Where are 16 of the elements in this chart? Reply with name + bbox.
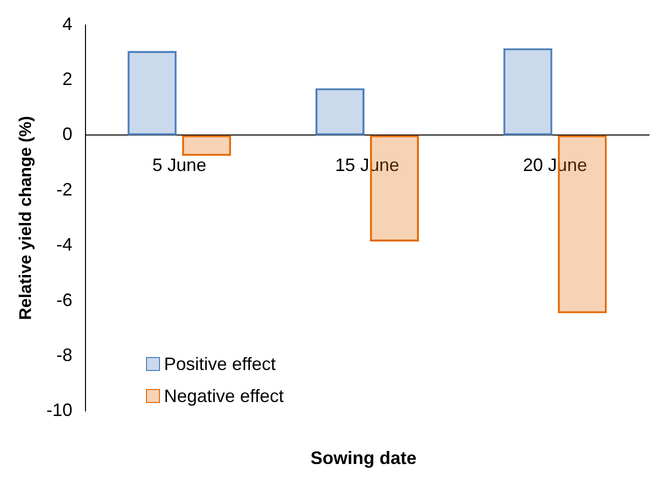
legend-label: Positive effect <box>164 354 276 374</box>
x-tick-label: 5 June <box>152 154 206 175</box>
bar <box>503 48 552 136</box>
y-tick-label: -10 <box>46 400 72 420</box>
legend-label: Negative effect <box>164 386 284 406</box>
x-axis-title: Sowing date <box>309 448 418 469</box>
y-tick-label: 0 <box>62 124 72 144</box>
y-tick-label: 2 <box>62 68 72 89</box>
y-tick-label: -2 <box>56 179 72 200</box>
y-tick-label: 4 <box>62 14 72 34</box>
y-tick-label: -6 <box>56 290 72 310</box>
y-tick-label: -8 <box>56 344 72 365</box>
bar <box>128 51 177 136</box>
bar <box>315 88 364 136</box>
y-axis-title: Relative yield change (%) <box>16 116 35 320</box>
y-tick-label: -4 <box>56 234 72 255</box>
